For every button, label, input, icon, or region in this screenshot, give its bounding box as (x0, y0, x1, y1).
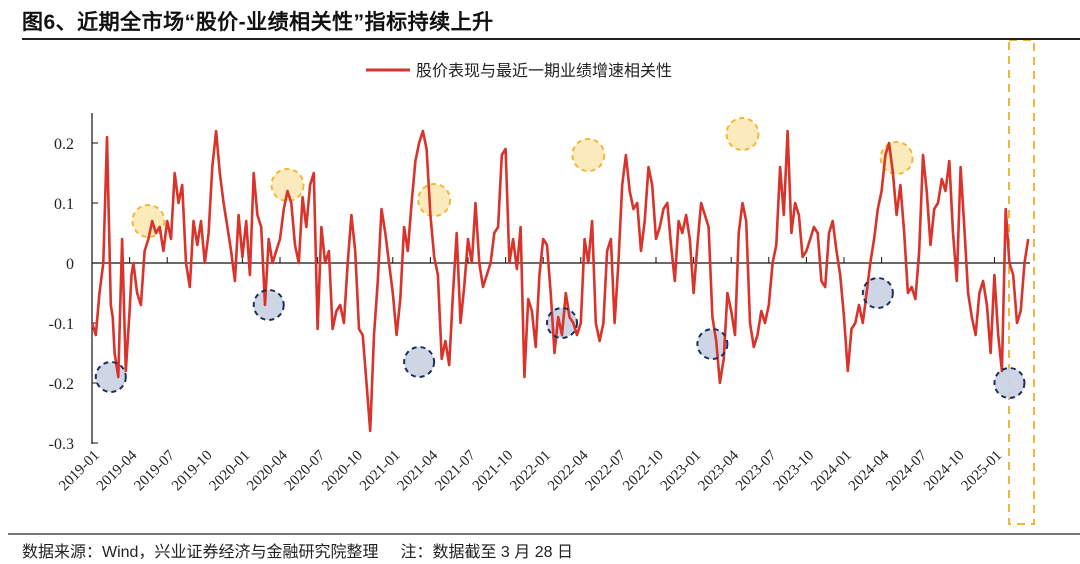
x-tick-label: 2022-07 (583, 447, 630, 494)
x-tick-label: 2021-07 (432, 447, 479, 494)
peak-marker (270, 168, 305, 202)
x-tick-label: 2024-07 (883, 447, 930, 494)
x-tick-label: 2019-04 (94, 447, 141, 494)
line-chart: 股价表现与最近一期业绩增速相关性 0.2 0.1 0 -0.1 -0.2 -0.3 201… (49, 40, 1035, 525)
peak-marker (571, 138, 606, 172)
legend-label: 股价表现与最近一期业绩增速相关性 (416, 62, 672, 80)
x-tick-label: 2023-01 (658, 448, 705, 495)
trough-marker (94, 361, 127, 393)
y-tick-label: 0.1 (54, 196, 74, 213)
y-tick-label: -0.1 (49, 316, 74, 333)
x-tick-label: 2019-07 (131, 447, 178, 494)
trough-marker (403, 346, 436, 378)
source-line: 数据来源：Wind，兴业证券经济与金融研究院整理 注：数据截至 3 月 28 日 (22, 538, 573, 562)
x-tick-label: 2022-01 (507, 448, 554, 495)
peak-marker (725, 117, 760, 151)
x-tick-label: 2024-10 (921, 448, 968, 495)
x-tick-label: 2024-04 (846, 447, 893, 494)
trough-marker-fill (862, 278, 893, 308)
trough-marker (696, 328, 729, 360)
trough-marker-fill (404, 347, 435, 377)
x-tick-label: 2020-07 (282, 447, 329, 494)
trough-marker (861, 277, 894, 309)
trough-marker (993, 367, 1026, 399)
trough-marker-fill (697, 329, 728, 359)
x-tick-label: 2021-01 (357, 448, 404, 495)
legend: 股价表现与最近一期业绩增速相关性 (366, 62, 672, 80)
x-tick-label: 2021-10 (470, 448, 517, 495)
trough-marker-fill (253, 290, 284, 320)
trough-marker (546, 307, 578, 339)
recent-highlight-box (1008, 40, 1035, 525)
footer-divider (8, 533, 1080, 535)
y-tick-label: 0 (66, 256, 74, 273)
x-tick-label: 2019-01 (56, 448, 103, 495)
x-tick-label: 2022-04 (545, 447, 592, 494)
data-source: 数据来源：Wind，兴业证券经济与金融研究院整理 (22, 544, 379, 561)
y-tick-label: -0.3 (49, 436, 74, 453)
peak-marker (131, 204, 166, 238)
x-tick-label: 2023-04 (695, 447, 742, 494)
peak-marker (417, 183, 452, 217)
x-tick-label: 2023-07 (733, 447, 780, 494)
x-tick-label: 2021-04 (395, 447, 442, 494)
y-tick-label: 0.2 (54, 136, 74, 153)
x-tick-label: 2020-04 (244, 447, 291, 494)
x-tick-label: 2024-01 (808, 448, 855, 495)
x-tick-label: 2020-01 (207, 448, 254, 495)
x-tick-label: 2020-10 (319, 448, 366, 495)
y-tick-label: -0.2 (49, 376, 74, 393)
x-tick-label: 2023-10 (771, 448, 818, 495)
x-tick-label: 2025-01 (959, 448, 1006, 495)
correlation-series-line (90, 129, 1030, 433)
trough-marker (252, 289, 285, 321)
title-divider (22, 38, 1080, 40)
chart-title: 图6、近期全市场“股价-业绩相关性”指标持续上升 (22, 11, 494, 34)
y-axis: 0.2 0.1 0 -0.1 -0.2 -0.3 (49, 113, 98, 453)
peak-marker (879, 141, 914, 175)
trough-marker-fill (994, 368, 1025, 398)
data-note: 注：数据截至 3 月 28 日 (400, 544, 573, 561)
x-tick-label: 2022-10 (620, 448, 667, 495)
x-tick-label: 2019-10 (169, 448, 216, 495)
